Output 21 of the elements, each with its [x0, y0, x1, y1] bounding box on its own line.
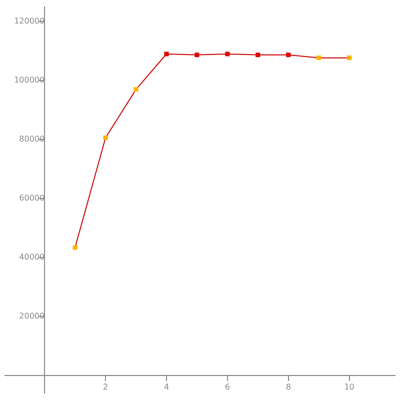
point: [103, 135, 108, 140]
point: [286, 52, 291, 58]
y-tick-label: 120000: [14, 16, 45, 26]
point: [134, 87, 138, 92]
x-tick-label: 4: [164, 382, 170, 392]
point: [72, 245, 78, 250]
x-tick-label: 8: [286, 382, 291, 392]
point: [164, 52, 169, 56]
y-tick-label: 100000: [14, 76, 45, 85]
x-tick-label: 6: [224, 382, 230, 392]
point: [225, 52, 230, 56]
point: [347, 56, 352, 60]
y-tick-label: 40000: [19, 252, 45, 262]
y-tick-label: 20000: [19, 312, 45, 321]
y-tick-label: 80000: [19, 134, 45, 144]
point: [256, 52, 260, 58]
y-tick-label: 60000: [19, 194, 45, 203]
point: [194, 52, 200, 58]
x-tick-label: 10: [344, 382, 354, 392]
x-tick-label: 2: [103, 382, 108, 392]
point: [316, 56, 322, 60]
